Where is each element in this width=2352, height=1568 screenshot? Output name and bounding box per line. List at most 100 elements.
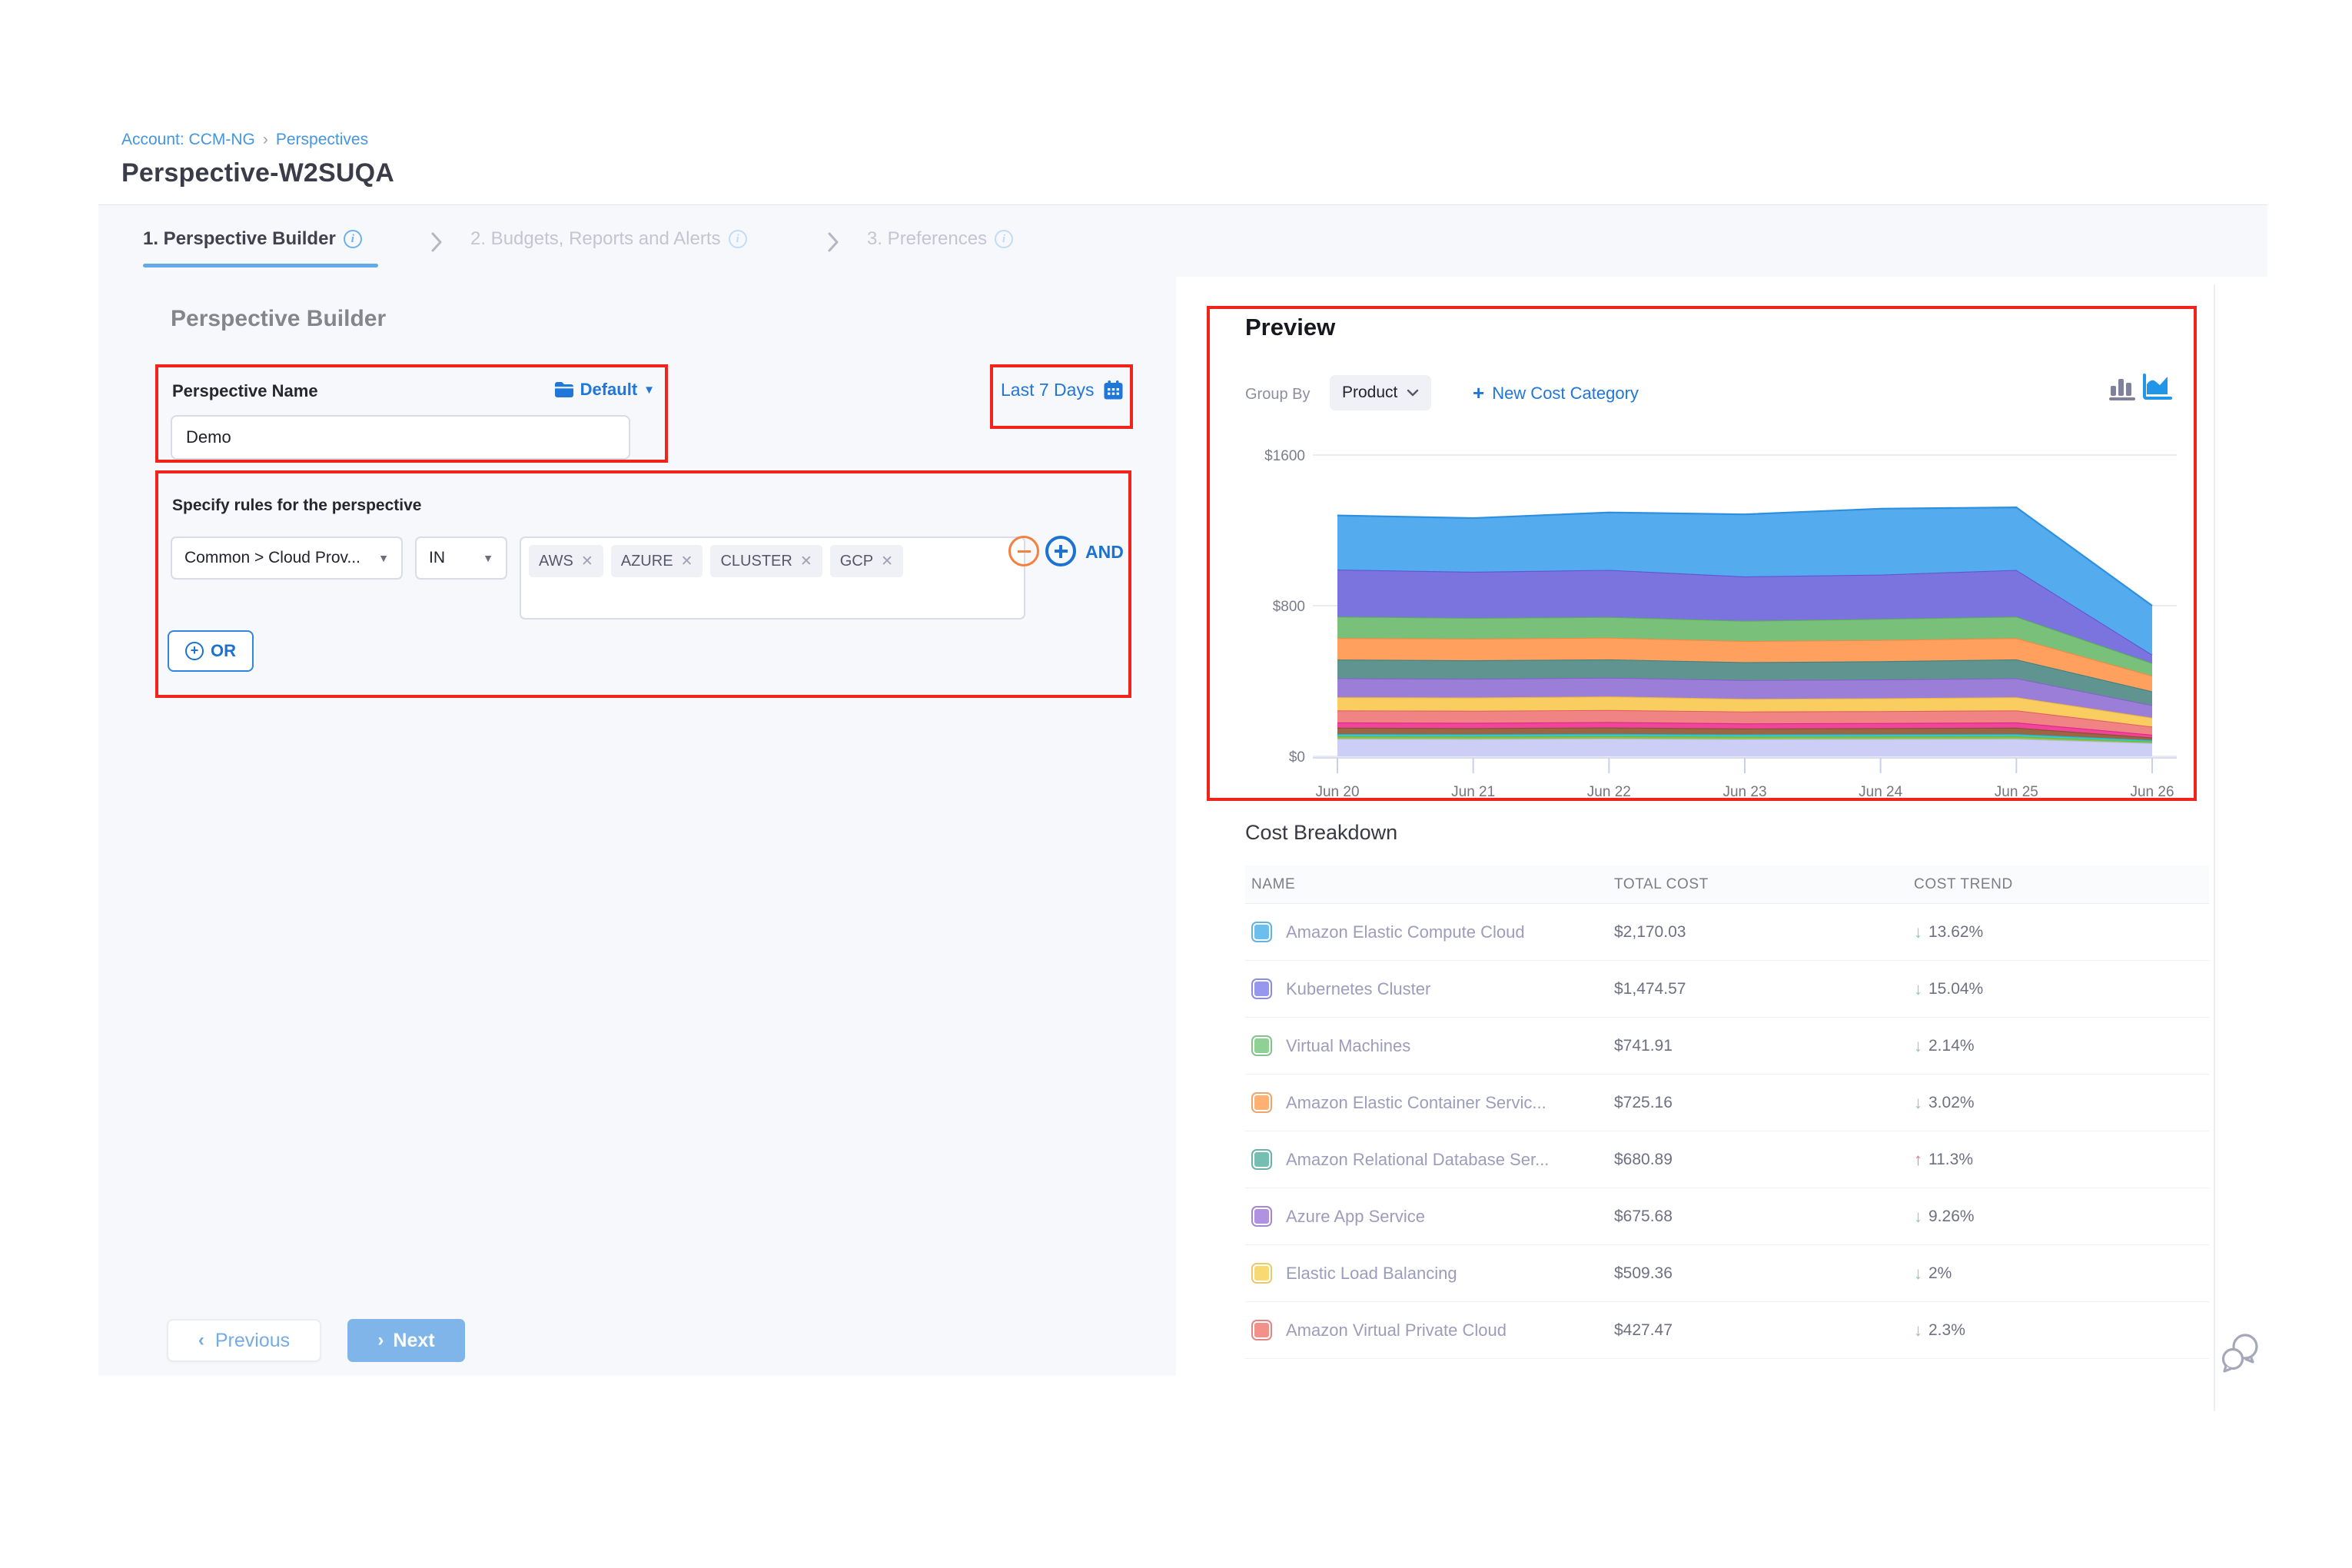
calendar-icon — [1104, 380, 1123, 400]
date-range-value: Last 7 Days — [1001, 380, 1095, 400]
product-name-link[interactable]: Virtual Machines — [1286, 1035, 1411, 1055]
series-color-swatch — [1251, 1092, 1272, 1113]
cost-trend-value: ↓ 13.62% — [1914, 922, 1984, 942]
cost-trend-value: ↓ 2.14% — [1914, 1035, 1975, 1055]
rule-value-tag[interactable]: AZURE ✕ — [610, 545, 703, 577]
breadcrumb-separator: › — [262, 131, 268, 148]
preview-chart[interactable]: $0 $800 $1600 Jun 20 Jun 21 Jun 22 Jun 23 Jun 2… — [1245, 427, 2192, 800]
rules-label: Specify rules for the perspective — [172, 497, 422, 514]
table-row: Azure App Service $675.68 ↓ 9.26% — [1245, 1188, 2209, 1245]
table-row: Virtual Machines $741.91 ↓ 2.14% — [1245, 1018, 2209, 1075]
trend-arrow-icon: ↓ — [1914, 1035, 1922, 1055]
and-label: AND — [1085, 542, 1124, 562]
rule-field-dropdown[interactable]: Common > Cloud Prov... ▼ — [171, 537, 403, 580]
total-cost-value: $741.91 — [1614, 1036, 1673, 1055]
rule-value-tag[interactable]: CLUSTER ✕ — [710, 545, 822, 577]
trend-arrow-icon: ↓ — [1914, 1263, 1922, 1283]
previous-label: Previous — [214, 1329, 291, 1351]
series-color-swatch — [1251, 1263, 1272, 1284]
close-icon[interactable]: ✕ — [799, 553, 812, 570]
chevron-down-icon — [1407, 389, 1419, 397]
rule-value-tag[interactable]: AWS ✕ — [529, 545, 603, 577]
total-cost-value: $2,170.03 — [1614, 922, 1686, 941]
tab-perspective-builder[interactable]: 1. Perspective Builder i — [143, 228, 362, 250]
cost-breakdown-table: NAME TOTAL COST COST TREND Amazon Elasti… — [1245, 865, 2209, 1359]
table-row: Amazon Virtual Private Cloud $427.47 ↓ 2.… — [1245, 1302, 2209, 1359]
wizard-tabbar: 1. Perspective Builder i 2. Budgets, Rep… — [98, 205, 2267, 277]
previous-button[interactable]: ‹ Previous — [167, 1319, 321, 1362]
perspective-name-input[interactable] — [171, 415, 630, 460]
caret-down-icon: ▼ — [643, 383, 655, 397]
product-name-link[interactable]: Amazon Elastic Compute Cloud — [1286, 922, 1525, 942]
svg-text:Jun 26: Jun 26 — [2130, 784, 2174, 799]
total-cost-value: $725.16 — [1614, 1093, 1673, 1111]
perspective-name-label: Perspective Name — [172, 381, 318, 400]
add-rule-button[interactable] — [1045, 536, 1076, 566]
breadcrumb-account-link[interactable]: Account: CCM-NG — [121, 131, 255, 148]
total-cost-value: $427.47 — [1614, 1321, 1673, 1339]
active-tab-underline — [143, 264, 378, 267]
table-row: Amazon Elastic Compute Cloud $2,170.03 ↓… — [1245, 904, 2209, 961]
group-by-select[interactable]: Product — [1330, 375, 1432, 410]
svg-text:$800: $800 — [1273, 599, 1305, 615]
svg-text:Jun 24: Jun 24 — [1859, 784, 1902, 799]
tab-preferences[interactable]: 3. Preferences i — [867, 228, 1014, 250]
header-divider — [98, 204, 2267, 205]
rule-operator-dropdown[interactable]: IN ▼ — [415, 537, 507, 580]
column-total-cost: TOTAL COST — [1614, 875, 1709, 892]
product-name-link[interactable]: Amazon Relational Database Ser... — [1286, 1149, 1550, 1169]
tab-label: 2. Budgets, Reports and Alerts — [470, 228, 721, 249]
bar-chart-icon[interactable] — [2108, 374, 2137, 403]
new-cost-category-button[interactable]: + New Cost Category — [1473, 381, 1639, 405]
close-icon[interactable]: ✕ — [680, 553, 693, 570]
total-cost-value: $680.89 — [1614, 1150, 1673, 1168]
product-name-link[interactable]: Amazon Elastic Container Servic... — [1286, 1092, 1546, 1112]
group-by-value: Product — [1342, 384, 1398, 401]
series-color-swatch — [1251, 1035, 1272, 1056]
svg-text:Jun 20: Jun 20 — [1315, 784, 1359, 799]
remove-rule-button[interactable] — [1008, 536, 1039, 566]
trend-arrow-icon: ↑ — [1914, 1149, 1922, 1169]
add-or-rule-button[interactable]: + OR — [168, 630, 254, 672]
chevron-right-icon — [828, 232, 839, 252]
table-row: Amazon Relational Database Ser... $680.8… — [1245, 1131, 2209, 1188]
svg-text:Jun 22: Jun 22 — [1587, 784, 1631, 799]
info-icon[interactable]: i — [343, 230, 362, 248]
trend-arrow-icon: ↓ — [1914, 1092, 1922, 1112]
caret-down-icon: ▼ — [483, 552, 493, 564]
panel-divider — [2214, 284, 2215, 1411]
area-chart-icon[interactable] — [2141, 370, 2174, 403]
column-name: NAME — [1251, 875, 1296, 892]
chevron-left-icon: ‹ — [198, 1330, 204, 1350]
folder-select[interactable]: Default ▼ — [529, 380, 655, 400]
chevron-right-icon — [431, 232, 442, 252]
svg-text:$1600: $1600 — [1264, 448, 1305, 464]
info-icon[interactable]: i — [995, 230, 1014, 248]
product-name-link[interactable]: Kubernetes Cluster — [1286, 978, 1431, 998]
series-color-swatch — [1251, 922, 1272, 942]
trend-arrow-icon: ↓ — [1914, 978, 1922, 998]
chat-support-icon[interactable] — [2220, 1330, 2263, 1376]
close-icon[interactable]: ✕ — [881, 553, 894, 570]
product-name-link[interactable]: Azure App Service — [1286, 1206, 1425, 1226]
svg-text:Jun 23: Jun 23 — [1722, 784, 1766, 799]
table-row: Elastic Load Balancing $509.36 ↓ 2% — [1245, 1245, 2209, 1302]
date-range-picker[interactable]: Last 7 Days — [1001, 380, 1124, 400]
or-label: OR — [211, 641, 236, 660]
rule-value-tag[interactable]: GCP ✕ — [829, 545, 904, 577]
plus-circle-icon: + — [185, 642, 204, 660]
tab-budgets-reports-alerts[interactable]: 2. Budgets, Reports and Alerts i — [470, 228, 747, 250]
close-icon[interactable]: ✕ — [580, 553, 593, 570]
product-name-link[interactable]: Elastic Load Balancing — [1286, 1263, 1457, 1283]
rule-values-box[interactable]: AWS ✕ AZURE ✕ CLUSTER ✕ GCP ✕ — [520, 537, 1025, 620]
chevron-right-icon: › — [377, 1330, 384, 1350]
group-by-label: Group By — [1245, 386, 1311, 403]
product-name-link[interactable]: Amazon Virtual Private Cloud — [1286, 1320, 1507, 1340]
breadcrumb-perspectives-link[interactable]: Perspectives — [275, 131, 369, 148]
total-cost-value: $509.36 — [1614, 1264, 1673, 1282]
next-button[interactable]: › Next — [347, 1319, 465, 1362]
series-color-swatch — [1251, 978, 1272, 999]
info-icon[interactable]: i — [728, 230, 747, 248]
cost-trend-value: ↓ 3.02% — [1914, 1092, 1975, 1112]
folder-icon — [554, 382, 573, 397]
